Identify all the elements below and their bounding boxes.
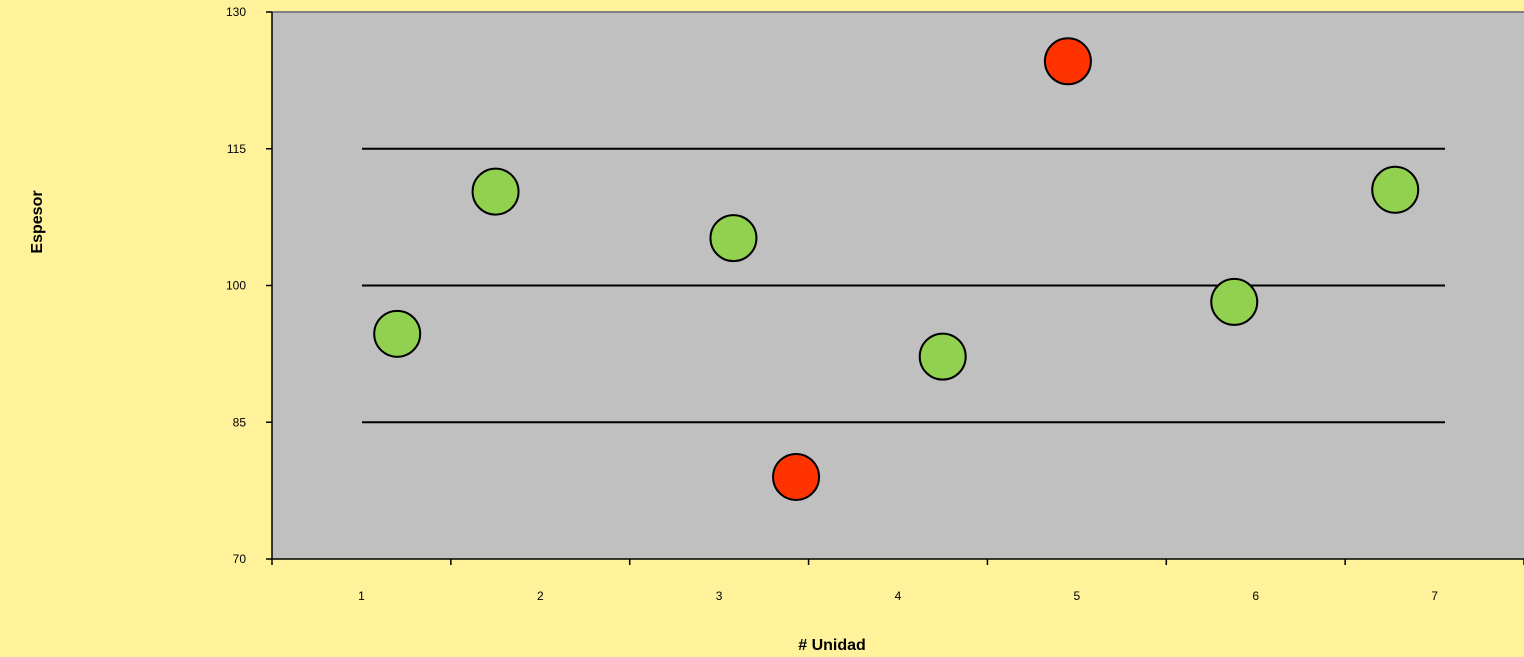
x-tick-label: 6 [1252, 589, 1259, 603]
x-axis-title: # Unidad [798, 637, 866, 654]
x-tick-label: 5 [1074, 589, 1081, 603]
x-tick-label: 7 [1431, 589, 1438, 603]
data-point-out-of-spec [1043, 37, 1092, 86]
y-tick-label: 70 [233, 552, 247, 566]
data-point [709, 214, 758, 263]
x-axis-ticks: 1 2 3 4 5 6 7 [271, 559, 1524, 603]
y-tick-label: 100 [226, 279, 246, 293]
x-tick-label: 1 [358, 589, 365, 603]
y-axis-title: Espesor [29, 190, 46, 253]
data-point [918, 332, 967, 381]
data-point [1210, 277, 1259, 326]
data-point-out-of-spec [772, 452, 821, 501]
data-point [1371, 165, 1420, 214]
y-tick-label: 115 [227, 142, 246, 156]
y-axis-ticks: 70 85 100 115 130 [226, 5, 272, 566]
x-tick-label: 2 [537, 589, 544, 603]
data-point [471, 167, 520, 216]
y-tick-label: 85 [233, 415, 247, 429]
y-tick-label: 130 [226, 5, 246, 19]
data-point [373, 309, 422, 358]
x-tick-label: 3 [716, 589, 723, 603]
x-tick-label: 4 [895, 589, 902, 603]
data-points [373, 37, 1420, 501]
gridlines [362, 147, 1445, 424]
